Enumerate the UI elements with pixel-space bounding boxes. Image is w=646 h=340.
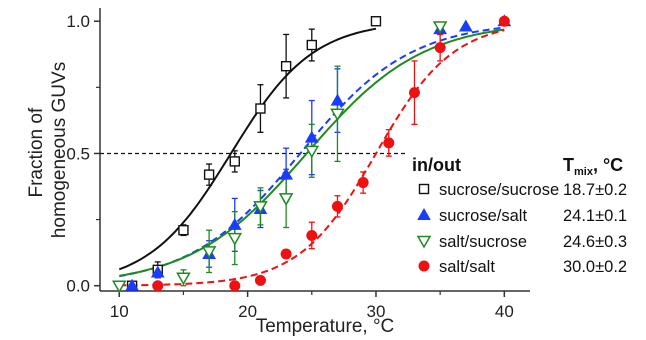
data-point bbox=[229, 156, 240, 167]
data-point bbox=[383, 137, 395, 149]
data-point bbox=[178, 224, 189, 236]
data-point bbox=[229, 280, 241, 292]
legend-series-name: sucrose/salt bbox=[439, 207, 527, 225]
x-tick-label: 30 bbox=[367, 302, 386, 321]
data-point bbox=[357, 177, 369, 189]
data-point bbox=[150, 265, 165, 278]
y-axis-label-line-2: homogeneous GUVs bbox=[49, 62, 70, 238]
legend-header-tmix: Tmix, °C bbox=[563, 155, 623, 178]
legend-header-tmix-sub: mix bbox=[574, 166, 594, 178]
legend-marker-icon bbox=[416, 235, 432, 249]
y-tick-label: 0.0 bbox=[66, 277, 90, 296]
data-point bbox=[330, 108, 345, 122]
data-point bbox=[331, 200, 343, 212]
legend: in/out Tmix, °C sucrose/sucrose 18.7±0.2s… bbox=[412, 155, 627, 276]
data-point bbox=[253, 201, 268, 214]
x-tick-label: 20 bbox=[238, 302, 257, 321]
data-point bbox=[304, 145, 320, 159]
legend-marker-icon bbox=[418, 260, 430, 272]
fit-curve bbox=[118, 27, 377, 271]
y-axis-label-line-1: Fraction of bbox=[26, 107, 47, 197]
data-point bbox=[201, 246, 217, 259]
data-points-layer bbox=[111, 14, 512, 294]
data-point bbox=[304, 130, 319, 143]
legend-series-name: sucrose/sucrose bbox=[439, 181, 559, 199]
data-point bbox=[408, 87, 420, 99]
legend-header-tmix-main: T bbox=[563, 155, 574, 175]
legend-tmix-value: 30.0±0.2 bbox=[563, 258, 627, 276]
legend-series-name: salt/salt bbox=[439, 258, 495, 276]
data-point bbox=[306, 39, 317, 51]
data-point bbox=[280, 248, 292, 260]
data-point bbox=[330, 93, 345, 106]
data-point bbox=[370, 16, 382, 27]
x-tick-label: 10 bbox=[110, 302, 129, 321]
legend-rows: sucrose/sucrose 18.7±0.2 sucrose/salt 24.1±… bbox=[416, 181, 627, 276]
y-tick-label: 1.0 bbox=[66, 12, 90, 31]
data-point bbox=[227, 217, 242, 230]
legend-series-name: salt/sucrose bbox=[439, 233, 527, 251]
data-point bbox=[255, 103, 266, 114]
data-point bbox=[498, 15, 510, 27]
data-point bbox=[279, 167, 293, 180]
data-point bbox=[176, 272, 191, 286]
legend-tmix-value: 18.7±0.2 bbox=[563, 181, 627, 199]
data-point bbox=[280, 60, 292, 72]
data-point bbox=[111, 280, 127, 294]
data-point bbox=[432, 21, 448, 35]
x-axis-label: Temperature, °C bbox=[256, 316, 395, 337]
data-point bbox=[254, 274, 266, 286]
legend-marker-icon bbox=[417, 207, 431, 220]
data-point bbox=[125, 278, 139, 291]
data-point bbox=[306, 229, 318, 241]
x-tick-label: 40 bbox=[495, 302, 514, 321]
data-point bbox=[458, 19, 473, 32]
y-tick-label: 0.5 bbox=[66, 144, 90, 163]
data-point bbox=[434, 42, 446, 54]
data-point bbox=[152, 280, 164, 292]
data-point bbox=[278, 193, 294, 206]
legend-header-tmix-tail: , °C bbox=[593, 155, 623, 175]
legend-header-inout: in/out bbox=[412, 155, 461, 175]
data-point bbox=[227, 232, 243, 246]
legend-marker-icon bbox=[418, 183, 430, 195]
legend-tmix-value: 24.1±0.1 bbox=[563, 207, 627, 225]
data-point bbox=[203, 169, 215, 180]
y-axis-label: Fraction of homogeneous GUVs bbox=[26, 62, 70, 238]
ticks-layer: 10 20 30 40 0.0 0.5 1.0 bbox=[66, 12, 513, 321]
legend-tmix-value: 24.6±0.3 bbox=[563, 233, 627, 251]
